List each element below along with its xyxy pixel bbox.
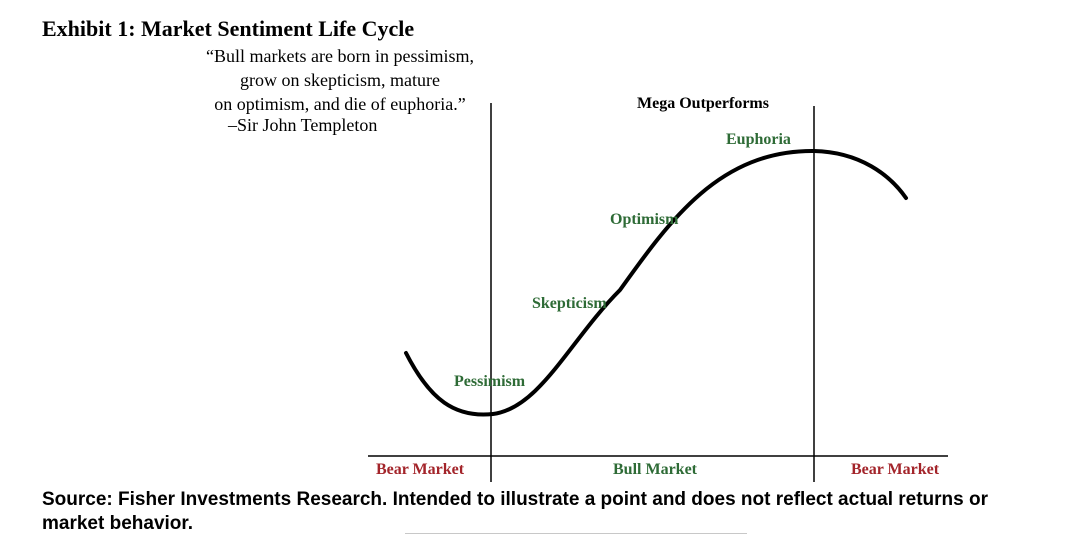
source-note: Source: Fisher Investments Research. Int… [42,489,988,534]
sentiment-cycle-diagram: Mega Outperforms Pessimism Skepticism Op… [368,95,948,482]
stage-label-skepticism: Skepticism [532,295,607,312]
phase-label-bear-right: Bear Market [851,461,940,478]
phase-label-bear-left: Bear Market [376,461,465,478]
exhibit-title: Exhibit 1: Market Sentiment Life Cycle [42,16,415,41]
quote-line: grow on skepticism, mature [240,70,440,90]
top-label: Mega Outperforms [637,95,769,112]
quote-block: “Bull markets are born in pessimism, gro… [140,44,540,116]
stage-label-optimism: Optimism [610,211,679,228]
quote-attribution: –Sir John Templeton [228,115,378,135]
phase-label-bull: Bull Market [613,461,698,478]
stage-label-pessimism: Pessimism [454,373,526,390]
quote-line: on optimism, and die of euphoria.” [214,94,466,114]
stage-label-euphoria: Euphoria [726,131,791,148]
quote-line: “Bull markets are born in pessimism, [206,46,474,66]
footer-divider [405,533,747,534]
sentiment-curve [404,148,908,417]
